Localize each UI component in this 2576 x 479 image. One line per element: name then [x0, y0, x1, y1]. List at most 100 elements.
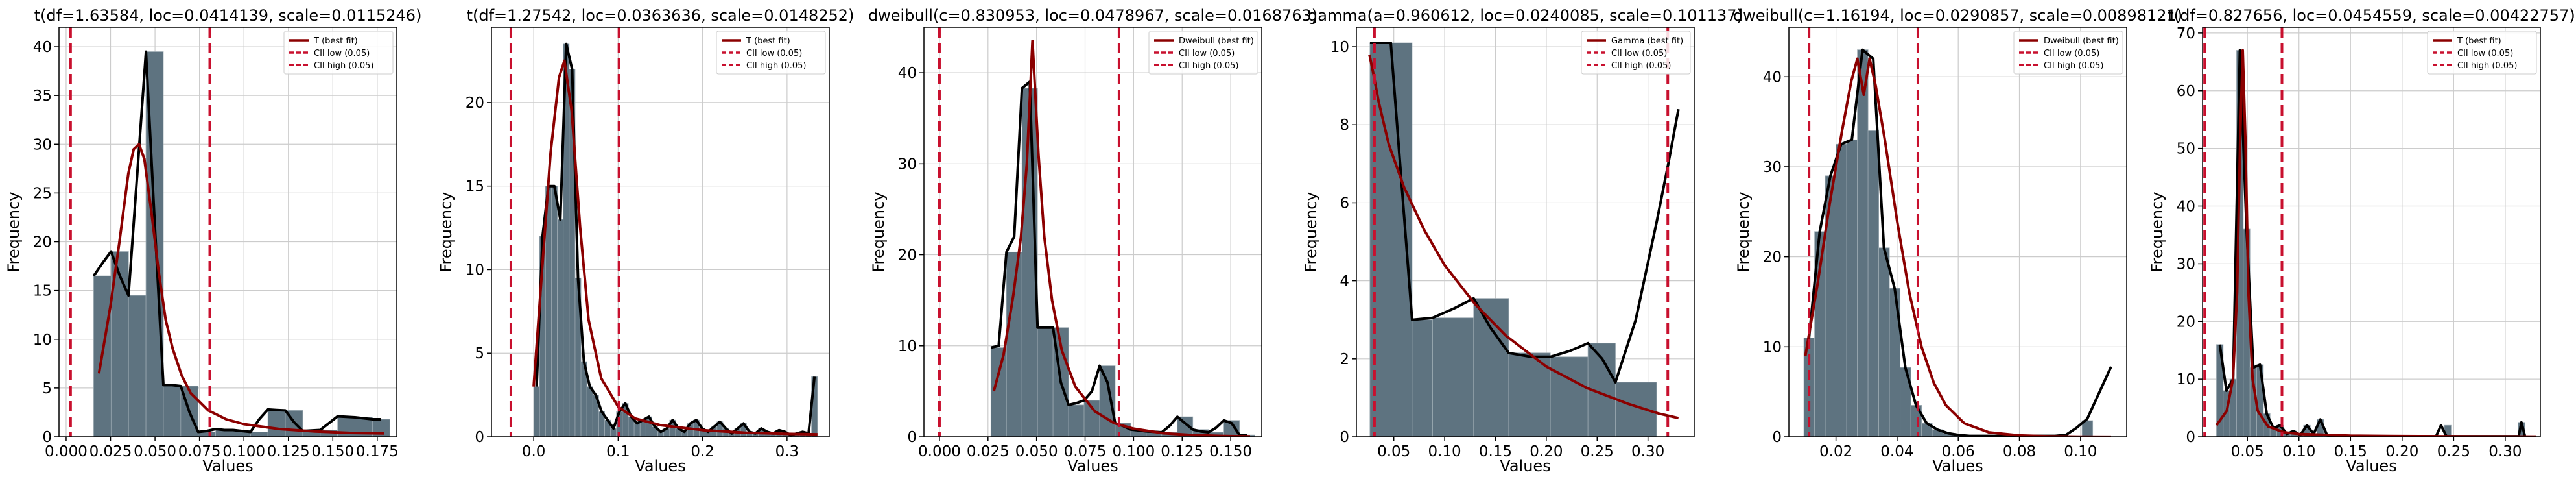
y-tick-label: 0 — [1340, 429, 1349, 446]
y-tick-label: 6 — [1340, 195, 1349, 212]
histogram-bars — [93, 51, 390, 437]
histogram-bar — [533, 386, 540, 437]
x-tick-label: 0.0 — [522, 443, 546, 460]
y-tick-label: 15 — [33, 283, 52, 300]
legend-label: Dweibull (best fit) — [1179, 36, 1254, 46]
x-tick-label: 0.25 — [1581, 443, 1614, 460]
histogram-bar — [1099, 365, 1116, 437]
chart-title: dweibull(c=0.830953, loc=0.0478967, scal… — [868, 6, 1318, 25]
best-fit-line — [97, 143, 384, 435]
legend-label: CII low (0.05) — [1179, 49, 1235, 58]
x-tick-label: 0.050 — [1015, 443, 1058, 460]
y-tick-label: 10 — [2177, 371, 2195, 388]
legend-label: Dweibull (best fit) — [2044, 36, 2119, 46]
histogram-bar — [557, 219, 564, 437]
x-axis-label: Values — [1932, 457, 1983, 475]
y-axis-label: Frequency — [5, 192, 23, 273]
x-axis-label: Values — [202, 457, 253, 475]
legend-label: T (best fit) — [746, 36, 790, 46]
x-tick-label: 0.025 — [89, 443, 132, 460]
x-axis-label: Values — [1067, 457, 1118, 475]
histogram-bar — [1857, 49, 1869, 437]
y-tick-label: 0 — [1772, 429, 1782, 446]
x-tick-label: 0.10 — [2064, 443, 2097, 460]
y-tick-label: 0 — [2186, 429, 2195, 446]
y-tick-label: 30 — [2177, 256, 2195, 273]
x-axis-label: Values — [1500, 457, 1550, 475]
chart-title: t(df=1.63584, loc=0.0414139, scale=0.011… — [34, 6, 422, 25]
legend-label: CII low (0.05) — [1611, 49, 1667, 58]
legend: T (best fit) CII low (0.05) CII high (0.05… — [283, 31, 394, 75]
legend-box — [283, 31, 394, 75]
x-tick-label: 0.000 — [45, 443, 88, 460]
x-tick-label: 0.15 — [1479, 443, 1512, 460]
legend-label: CII high (0.05) — [2044, 61, 2103, 71]
y-tick-label: 5 — [42, 380, 52, 397]
y-tick-label: 30 — [1763, 159, 1782, 176]
x-tick-label: 0.20 — [1530, 443, 1563, 460]
x-tick-label: 0.20 — [2385, 443, 2418, 460]
chart-title: t(df=1.27542, loc=0.0363636, scale=0.014… — [467, 6, 855, 25]
y-tick-label: 10 — [1763, 339, 1782, 356]
histogram-bar — [1867, 130, 1880, 437]
y-tick-label: 20 — [2177, 313, 2195, 330]
histogram-bar — [1432, 317, 1474, 437]
legend: T (best fit) CII low (0.05) CII high (0.05… — [716, 31, 826, 75]
histogram-bar — [1037, 327, 1054, 437]
series-lines — [938, 27, 1251, 437]
y-tick-label: 25 — [33, 185, 52, 202]
chart-panel-3: 0.000 0.025 0.050 0.075 0.100 0.125 0.150 0 10 20… — [868, 6, 1318, 475]
y-tick-label: 10 — [466, 262, 484, 278]
histogram-bar — [1878, 247, 1890, 437]
chart-title: gamma(a=0.960612, loc=0.0240085, scale=0… — [1308, 6, 1743, 25]
x-tick-label: 0.125 — [1161, 443, 1203, 460]
best-fit-line — [1368, 54, 1679, 420]
histogram-bar — [1615, 382, 1657, 437]
legend: Gamma (best fit) CII low (0.05) CII high (… — [1581, 31, 1691, 75]
y-tick-label: 20 — [898, 247, 917, 264]
y-tick-label: 30 — [33, 136, 52, 153]
chart-title: t(df=0.827656, loc=0.0454559, scale=0.00… — [2168, 6, 2575, 25]
y-tick-label: 10 — [33, 332, 52, 349]
legend-label: CII high (0.05) — [2457, 61, 2517, 71]
histogram-bar — [1836, 143, 1847, 437]
y-tick-label: 10 — [898, 338, 917, 355]
legend-label: CII high (0.05) — [1611, 61, 1671, 71]
y-axis-label: Frequency — [869, 192, 888, 273]
axes-frame — [491, 27, 830, 437]
y-axis-label: Frequency — [437, 192, 455, 273]
y-tick-label: 20 — [466, 95, 484, 112]
best-fit-line — [532, 59, 818, 436]
legend-label: CII low (0.05) — [2044, 49, 2099, 58]
y-tick-label: 40 — [2177, 199, 2195, 215]
x-tick-label: 0.050 — [134, 443, 176, 460]
histogram-bar — [1846, 139, 1858, 437]
x-tick-label: 0.25 — [2437, 443, 2470, 460]
x-tick-label: 0.1 — [606, 443, 630, 460]
x-tick-label: 0.3 — [775, 443, 799, 460]
legend-label: T (best fit) — [313, 36, 358, 46]
y-tick-label: 20 — [33, 234, 52, 251]
histogram-bar — [1223, 420, 1240, 437]
legend-label: CII low (0.05) — [2457, 49, 2513, 58]
histogram-bar — [163, 384, 182, 437]
y-axis-label: Frequency — [1734, 192, 1753, 273]
x-tick-label: 0.025 — [967, 443, 1010, 460]
series-lines — [1804, 27, 2112, 437]
y-tick-label: 10 — [1330, 39, 1349, 56]
y-tick-label: 50 — [2177, 141, 2195, 158]
y-tick-label: 30 — [898, 156, 917, 173]
chart-panel-6: 0.05 0.10 0.15 0.20 0.25 0.30 0 10 20 30 40 50 60 70t… — [2148, 6, 2575, 475]
legend-box — [716, 31, 826, 75]
x-tick-label: 0.075 — [178, 443, 221, 460]
x-tick-label: 0.08 — [2003, 443, 2036, 460]
axes-frame — [58, 27, 397, 437]
histogram-bar — [1550, 356, 1589, 437]
x-axis-label: Values — [635, 457, 685, 475]
x-tick-label: 0.02 — [1819, 443, 1852, 460]
x-tick-label: 0.06 — [1942, 443, 1975, 460]
y-tick-label: 40 — [898, 65, 917, 82]
histogram-bar — [551, 186, 558, 437]
x-tick-label: 0.30 — [1631, 443, 1664, 460]
